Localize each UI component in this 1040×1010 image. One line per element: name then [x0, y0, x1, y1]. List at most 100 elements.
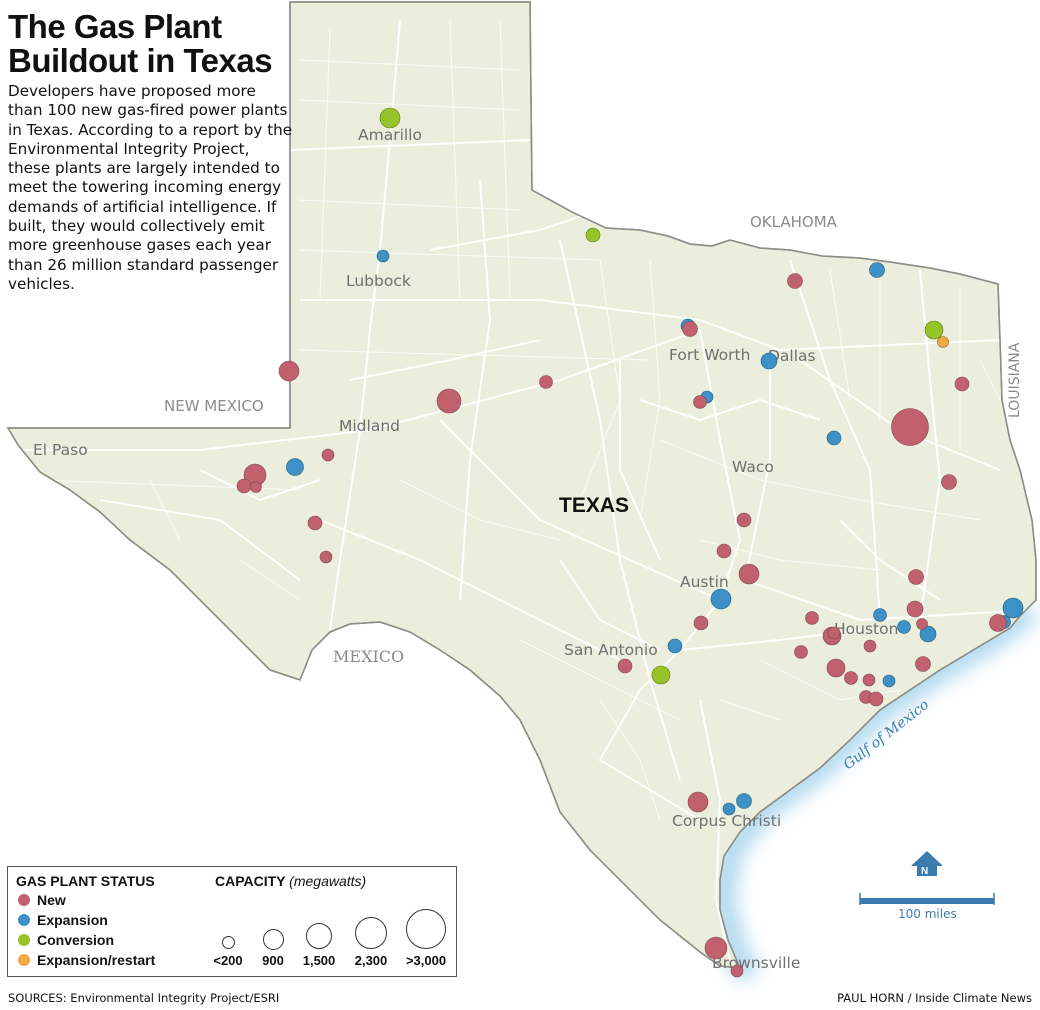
city-label-el-paso: El Paso: [33, 441, 88, 459]
plant-marker-expansion: [873, 608, 887, 622]
capacity-label-2300: 2,300: [354, 953, 388, 968]
plant-marker-expansion: [897, 620, 911, 634]
plant-marker-new: [891, 408, 929, 446]
city-label-lubbock: Lubbock: [346, 272, 411, 290]
plant-markers: [236, 107, 1024, 978]
city-label-amarillo: Amarillo: [358, 126, 422, 144]
plant-marker-new: [794, 645, 808, 659]
city-label-dallas: Dallas: [768, 347, 816, 365]
louisiana-label: LOUISIANA: [1007, 342, 1023, 418]
plant-marker-conversion: [924, 320, 944, 340]
plant-marker-new: [687, 791, 709, 813]
scale-bar: [859, 893, 995, 905]
legend-item-restart: Expansion/restart: [18, 952, 155, 968]
legend-dot-conversion: [18, 934, 30, 946]
legend-status-heading: GAS PLANT STATUS: [16, 873, 155, 889]
city-label-midland: Midland: [339, 417, 400, 435]
city-label-fort-worth: Fort Worth: [669, 346, 750, 364]
capacity-label-200: <200: [213, 953, 243, 968]
scale-label: 100 miles: [898, 907, 957, 921]
plant-marker-new: [826, 658, 846, 678]
plant-marker-new: [827, 626, 841, 640]
north-arrow: N: [911, 851, 943, 877]
plant-marker-new: [319, 550, 333, 564]
plant-marker-new: [787, 273, 803, 289]
plant-marker-expansion: [286, 458, 304, 476]
legend-capacity-heading: CAPACITY (megawatts): [215, 873, 366, 889]
plant-marker-expansion: [722, 802, 736, 816]
plant-marker-new: [954, 376, 970, 392]
plant-marker-new: [236, 478, 252, 494]
capacity-label-900: 900: [262, 953, 284, 968]
legend-label-conversion: Conversion: [37, 932, 115, 948]
plant-marker-new: [863, 639, 877, 653]
plant-marker-new: [693, 395, 707, 409]
plant-marker-new: [805, 611, 819, 625]
capacity-circle-200: [222, 936, 235, 949]
plant-marker-new: [906, 600, 924, 618]
capacity-circle-1500: [306, 923, 332, 949]
plant-marker-new: [941, 474, 957, 490]
plant-marker-new: [738, 563, 760, 585]
plant-marker-new: [908, 569, 924, 585]
capacity-label-3000: >3,000: [405, 953, 447, 968]
plant-marker-new: [539, 375, 553, 389]
capacity-circle-2300: [355, 917, 387, 949]
legend-capacity-unit: (megawatts): [289, 873, 367, 889]
legend: GAS PLANT STATUS CAPACITY (megawatts) Ne…: [7, 866, 457, 977]
plant-marker-new: [321, 448, 335, 462]
plant-marker-new: [989, 614, 1007, 632]
plant-marker-expansion: [376, 249, 390, 263]
legend-item-expansion: Expansion: [18, 912, 108, 928]
mexico-label: MEXICO: [333, 647, 404, 666]
credit-note: PAUL HORN / Inside Climate News: [837, 991, 1032, 1005]
legend-dot-restart: [18, 954, 30, 966]
plant-marker-new: [436, 388, 462, 414]
plant-marker-restart: [937, 336, 949, 348]
plant-marker-new: [730, 964, 744, 978]
plant-marker-expansion: [710, 588, 732, 610]
plant-marker-new: [868, 691, 884, 707]
plant-marker-new: [915, 656, 931, 672]
capacity-circle-900: [263, 929, 284, 950]
capacity-circle-3000: [406, 909, 446, 949]
plant-marker-new: [617, 658, 633, 674]
legend-label-restart: Expansion/restart: [37, 952, 156, 968]
plant-marker-conversion: [651, 665, 671, 685]
plant-marker-expansion: [882, 674, 896, 688]
plant-marker-new: [704, 936, 728, 960]
plant-marker-new: [736, 512, 752, 528]
new-mexico-label: NEW MEXICO: [164, 397, 264, 415]
state-label: TEXAS: [559, 494, 629, 517]
legend-item-new: New: [18, 892, 66, 908]
plant-marker-new: [844, 671, 858, 685]
oklahoma-label: OKLAHOMA: [750, 213, 838, 231]
plant-marker-expansion: [919, 625, 937, 643]
plant-marker-expansion: [1002, 597, 1024, 619]
plant-marker-new: [716, 543, 732, 559]
capacity-label-1500: 1,500: [302, 953, 336, 968]
legend-capacity-label: CAPACITY: [215, 873, 286, 889]
legend-dot-expansion: [18, 914, 30, 926]
plant-marker-new: [693, 615, 709, 631]
city-label-san-antonio: San Antonio: [564, 641, 658, 659]
legend-item-conversion: Conversion: [18, 932, 114, 948]
plant-marker-new: [862, 673, 876, 687]
city-label-austin: Austin: [680, 573, 729, 591]
legend-dot-new: [18, 894, 30, 906]
sources-note: SOURCES: Environmental Integrity Project…: [8, 991, 280, 1005]
plant-marker-new: [682, 321, 698, 337]
secondary-roads: [39, 19, 1001, 821]
city-label-waco: Waco: [732, 458, 774, 476]
plant-marker-expansion: [667, 638, 683, 654]
plant-marker-new: [307, 515, 323, 531]
north-arrow-letter: N: [921, 866, 928, 877]
plant-marker-conversion: [379, 107, 401, 129]
plant-marker-conversion: [585, 227, 601, 243]
plant-marker-new: [278, 360, 300, 382]
state-border: [6, 1, 1037, 969]
city-label-corpus-christi: Corpus Christi: [672, 812, 781, 830]
plant-marker-expansion: [736, 793, 752, 809]
plant-marker-expansion: [826, 430, 842, 446]
